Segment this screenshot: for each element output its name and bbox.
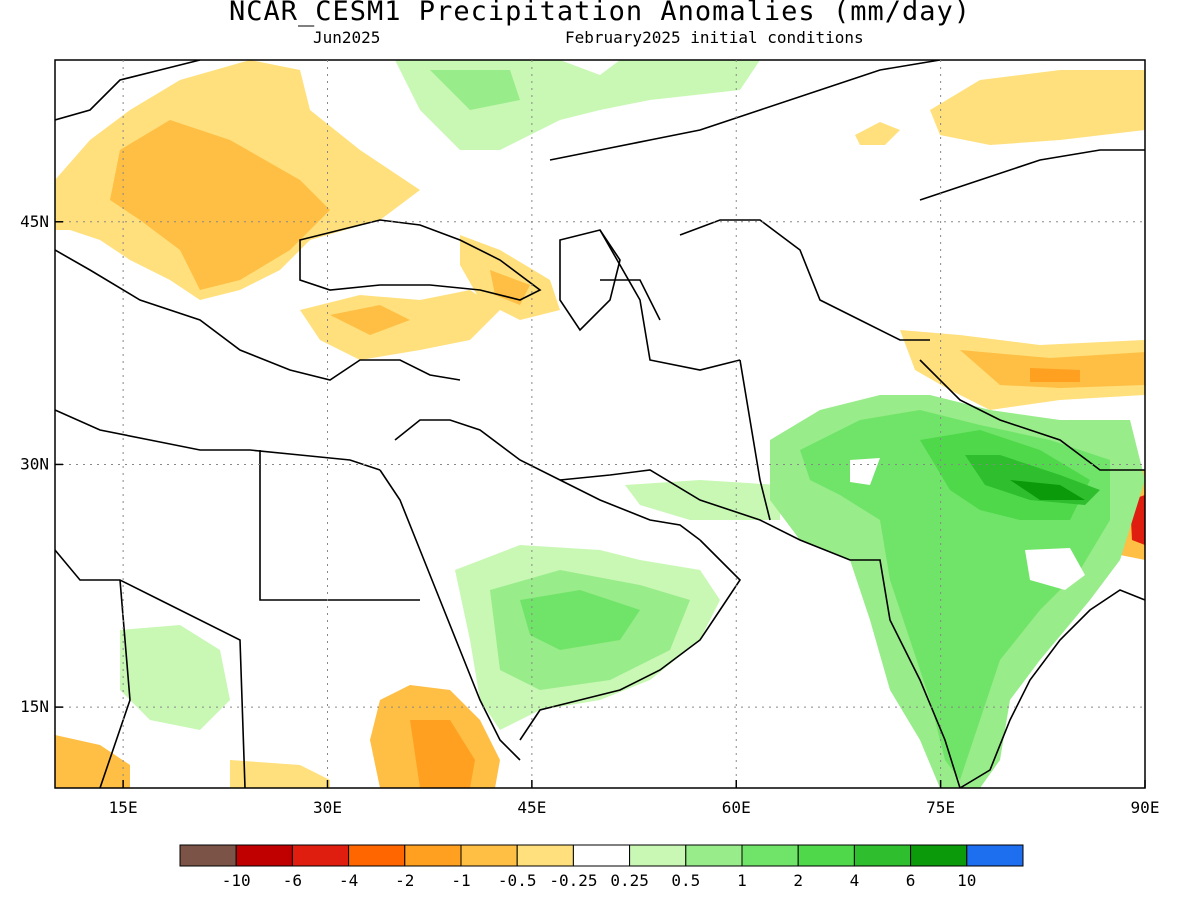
colorbar-swatch	[741, 844, 799, 867]
colorbar-label: -6	[283, 871, 302, 890]
lon-tick-label: 45E	[517, 798, 546, 817]
colorbar-label: -0.5	[498, 871, 537, 890]
lat-tick-label: 15N	[20, 697, 49, 716]
colorbar-label: 1	[737, 871, 747, 890]
lon-tick-label: 90E	[1131, 798, 1160, 817]
axis-ticks: 15E 30E 45E 60E 75E 90E 45N 30N 15N	[20, 212, 1159, 817]
valid-month-label: Jun2025	[313, 28, 381, 47]
dry-region-kazakh	[855, 122, 900, 145]
colorbar-label: 6	[906, 871, 916, 890]
colorbar-label: -10	[222, 871, 251, 890]
colorbar-label: -4	[339, 871, 358, 890]
dry-region-sahel-west	[55, 735, 130, 788]
colorbar-label: -1	[451, 871, 470, 890]
colorbar-swatch	[629, 844, 687, 867]
lon-tick-label: 30E	[313, 798, 342, 817]
colorbar-label: 0.25	[610, 871, 649, 890]
colorbar-swatch	[797, 844, 855, 867]
wet-region-nepal-max	[1010, 480, 1085, 500]
init-conditions-label: February2025 initial conditions	[565, 28, 864, 47]
gridlines	[55, 60, 1145, 788]
lat-tick-label: 45N	[20, 212, 49, 231]
colorbar-swatch	[966, 844, 1024, 867]
dry-region-anatolia	[300, 290, 500, 360]
dry-region-tibet-max	[1030, 368, 1080, 382]
colorbar-label: 0.5	[671, 871, 700, 890]
dry-region-anatolia-core	[330, 305, 410, 335]
colorbar-swatch	[235, 844, 293, 867]
colorbar-label: 2	[793, 871, 803, 890]
wet-region-russia-core	[430, 70, 520, 110]
neutral-region-thar	[850, 458, 880, 485]
colorbar-swatch	[572, 844, 631, 867]
colorbar-label: 10	[957, 871, 976, 890]
coastlines	[55, 60, 1145, 788]
dry-region-europe-core	[110, 120, 330, 290]
dry-region-sahel-mid	[230, 760, 330, 788]
lon-tick-label: 60E	[722, 798, 751, 817]
map-frame	[54, 59, 1146, 789]
colorbar-swatch	[348, 844, 406, 867]
colorbar-swatch	[291, 844, 350, 867]
lon-tick-label: 75E	[926, 798, 955, 817]
dry-region-horn-core	[410, 720, 475, 788]
dry-region-northeast	[930, 70, 1145, 145]
colorbar-swatch	[404, 844, 462, 867]
wet-region-arabia-max	[520, 590, 640, 650]
map-title: NCAR_CESM1 Precipitation Anomalies (mm/d…	[229, 0, 971, 27]
colorbar-swatch	[179, 844, 237, 867]
colorbar-label: -2	[395, 871, 414, 890]
colorbar-label: -0.25	[549, 871, 597, 890]
colorbar-swatch	[460, 844, 518, 867]
lon-tick-label: 15E	[109, 798, 138, 817]
dry-region-caucasus-core	[490, 270, 530, 305]
neutral-region-deccan	[1025, 548, 1085, 590]
colorbar-swatch	[910, 844, 968, 867]
lat-tick-label: 30N	[20, 454, 49, 473]
colorbar-swatch	[516, 844, 574, 867]
colorbar-swatch	[685, 844, 743, 867]
wet-region-sahel	[120, 625, 230, 730]
colorbar-label: 4	[850, 871, 860, 890]
colorbar: -10 -6 -4 -2 -1 -0.5 -0.25 0.25 0.5 1 2 4 6 10	[179, 844, 1024, 890]
colorbar-swatch	[853, 844, 912, 867]
